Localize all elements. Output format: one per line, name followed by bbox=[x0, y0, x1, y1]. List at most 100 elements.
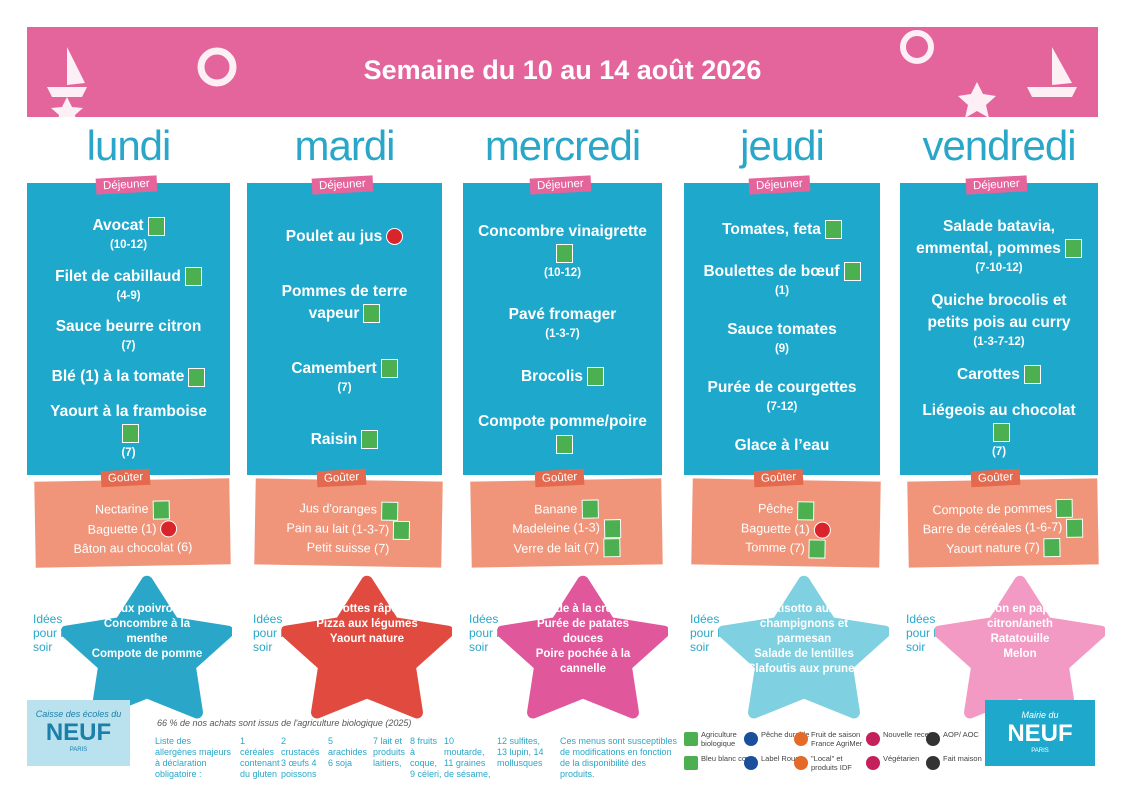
lunch-item: Compote pomme/poire bbox=[478, 411, 648, 455]
star bbox=[498, 575, 668, 719]
snack-box: Banane Madeleine (1-3) Verre de lait (7) bbox=[470, 478, 663, 568]
allergen-intro: Liste des allergènes majeurs à déclarati… bbox=[155, 736, 232, 779]
legend-icon bbox=[866, 756, 880, 770]
star-shape bbox=[719, 575, 889, 719]
lunch-tag: Déjeuner bbox=[965, 175, 1028, 195]
lunch-item: Glace à l’eau bbox=[735, 435, 830, 457]
badge bbox=[797, 500, 815, 520]
snack-text: Petit suisse (7) bbox=[306, 539, 390, 556]
snack-item: Yaourt nature (7) bbox=[908, 537, 1098, 560]
dish: Concombre vinaigrette bbox=[478, 222, 647, 240]
allergens: (4-9) bbox=[116, 289, 141, 302]
evening-menu: Carottes râpées Pizza aux légumes Yaourt n… bbox=[302, 602, 432, 647]
snack-text: Verre de lait (7) bbox=[513, 540, 600, 556]
lunch-item: Filet de cabillaud (4-9) bbox=[55, 266, 202, 304]
evening-item: Saumon en papillote citron/aneth bbox=[963, 603, 1077, 630]
snack-item: Bâton au chocolat (6) bbox=[35, 537, 230, 559]
note: 66 % de nos achats sont issus de l'agric… bbox=[157, 718, 412, 728]
evening-label: Idées pour le soir bbox=[33, 612, 70, 654]
badge bbox=[843, 262, 861, 282]
badge bbox=[1066, 518, 1084, 538]
legend-text: Fruit de saison France AgriMer bbox=[811, 730, 863, 748]
dish: Compote pomme/poire bbox=[478, 413, 647, 431]
dish: Sauce tomates bbox=[727, 321, 837, 338]
legend-text: Nouvelle recette bbox=[883, 730, 938, 739]
legend-text: Fait maison bbox=[943, 754, 982, 763]
lunch-item: Camembert (7) bbox=[291, 358, 398, 396]
badge bbox=[824, 220, 842, 240]
star-shape bbox=[282, 575, 452, 719]
legend-icon bbox=[744, 732, 758, 746]
lunch-box: Avocat (10-12) Filet de cabillaud (4-9) Sauc… bbox=[27, 183, 230, 475]
dish: Poulet au jus bbox=[285, 227, 383, 245]
dish: Avocat bbox=[92, 217, 144, 235]
snack-item: Tomme (7) bbox=[691, 537, 879, 559]
legend-icon bbox=[926, 756, 940, 770]
day-name: vendredi bbox=[922, 122, 1076, 169]
snack-tag: Goûter bbox=[753, 468, 804, 488]
dish: Glace à l’eau bbox=[734, 437, 830, 454]
snack-tag: Goûter bbox=[534, 468, 585, 488]
evening-label: Idées pour le soir bbox=[906, 612, 943, 654]
snack-text: Pain au lait (1-3-7) bbox=[286, 520, 390, 537]
badge bbox=[393, 520, 411, 540]
day-name: jeudi bbox=[740, 122, 825, 169]
lunch-item: Salade batavia, emmental, pommes (7-10-12… bbox=[914, 216, 1084, 276]
evening-item: Melon bbox=[1003, 648, 1037, 660]
badge bbox=[1043, 537, 1061, 558]
evening-item: Tarte aux poivrons/feta bbox=[84, 603, 210, 615]
badge bbox=[386, 227, 404, 245]
lunch-tag: Déjeuner bbox=[95, 175, 157, 195]
lunch-box: Concombre vinaigrette (10-12) Pavé fromage… bbox=[463, 183, 662, 475]
evening-label: Idées pour le soir bbox=[690, 612, 727, 654]
legend-icon bbox=[794, 732, 808, 746]
allergens: (7-10-12) bbox=[975, 262, 1023, 274]
badge bbox=[122, 424, 139, 444]
allergen: 2 crustacés 3 œufs 4 poissons bbox=[281, 736, 320, 779]
title: Semaine du 10 au 14 août 2026 bbox=[363, 55, 762, 85]
legend-text: Végétarien bbox=[883, 754, 920, 763]
allergen: 1 céréales contenant du gluten bbox=[240, 736, 280, 779]
logo-text: PARIS bbox=[1031, 748, 1049, 754]
allergens: (1) bbox=[774, 285, 790, 297]
dish: Pavé fromager bbox=[508, 306, 617, 324]
badge bbox=[1055, 499, 1074, 519]
badge bbox=[1023, 365, 1041, 385]
evening-item: Ratatouille bbox=[990, 633, 1050, 645]
allergens: (1-3-7-12) bbox=[973, 336, 1025, 348]
evening-menu: Risotto aux champignons et parmesan Salad… bbox=[739, 602, 869, 677]
snack-tag: Goûter bbox=[316, 468, 367, 488]
legend-icon bbox=[684, 756, 698, 770]
allergen: 5 arachides 6 soja bbox=[328, 736, 368, 768]
lunch-item: Tomates, feta bbox=[722, 219, 842, 241]
allergen: 12 sulfites, 13 lupin, 14 mollusques bbox=[497, 736, 544, 768]
dish: Raisin bbox=[310, 430, 358, 448]
snack-box: Nectarine Baguette (1) Bâton au chocolat (… bbox=[34, 478, 231, 568]
logo-text: Mairie du bbox=[1021, 710, 1059, 720]
lunch-item: Yaourt à la framboise (7) bbox=[44, 401, 214, 461]
allergens: (7-12) bbox=[766, 401, 798, 413]
lunch-box: Salade batavia, emmental, pommes (7-10-12… bbox=[900, 183, 1098, 475]
snack-tag: Goûter bbox=[100, 468, 151, 488]
day-name: mardi bbox=[294, 122, 395, 169]
snack-box: Jus d'oranges Pain au lait (1-3-7) Petit s… bbox=[254, 478, 443, 568]
evening-menu: Dinde à la crème Purée de patates douces P… bbox=[518, 602, 648, 677]
badge bbox=[160, 520, 178, 538]
evening-menu: Saumon en papillote citron/aneth Ratatoui… bbox=[955, 602, 1085, 662]
dish: Brocolis bbox=[520, 367, 583, 385]
snack-text: Baguette (1) bbox=[87, 521, 157, 537]
dish: Salade batavia, emmental, pommes bbox=[916, 218, 1061, 257]
dish: Blé (1) à la tomate bbox=[51, 368, 185, 386]
badge bbox=[380, 358, 398, 378]
legend-text: "Local" et produits IDF bbox=[811, 754, 852, 772]
allergen: 8 fruits à coque, 9 céleri, bbox=[410, 736, 442, 779]
allergens: (10-12) bbox=[109, 239, 148, 252]
legend-text: Agriculture biologique bbox=[701, 730, 737, 748]
badge bbox=[581, 499, 599, 520]
snack-text: Banane bbox=[534, 501, 578, 517]
snack-text: Barre de céréales (1-6-7) bbox=[922, 520, 1063, 537]
snack-box: Pêche Baguette (1) Tomme (7) bbox=[691, 478, 881, 568]
evening-item: Clafoutis aux prunes bbox=[747, 663, 861, 675]
dish: Filet de cabillaud bbox=[55, 267, 181, 285]
